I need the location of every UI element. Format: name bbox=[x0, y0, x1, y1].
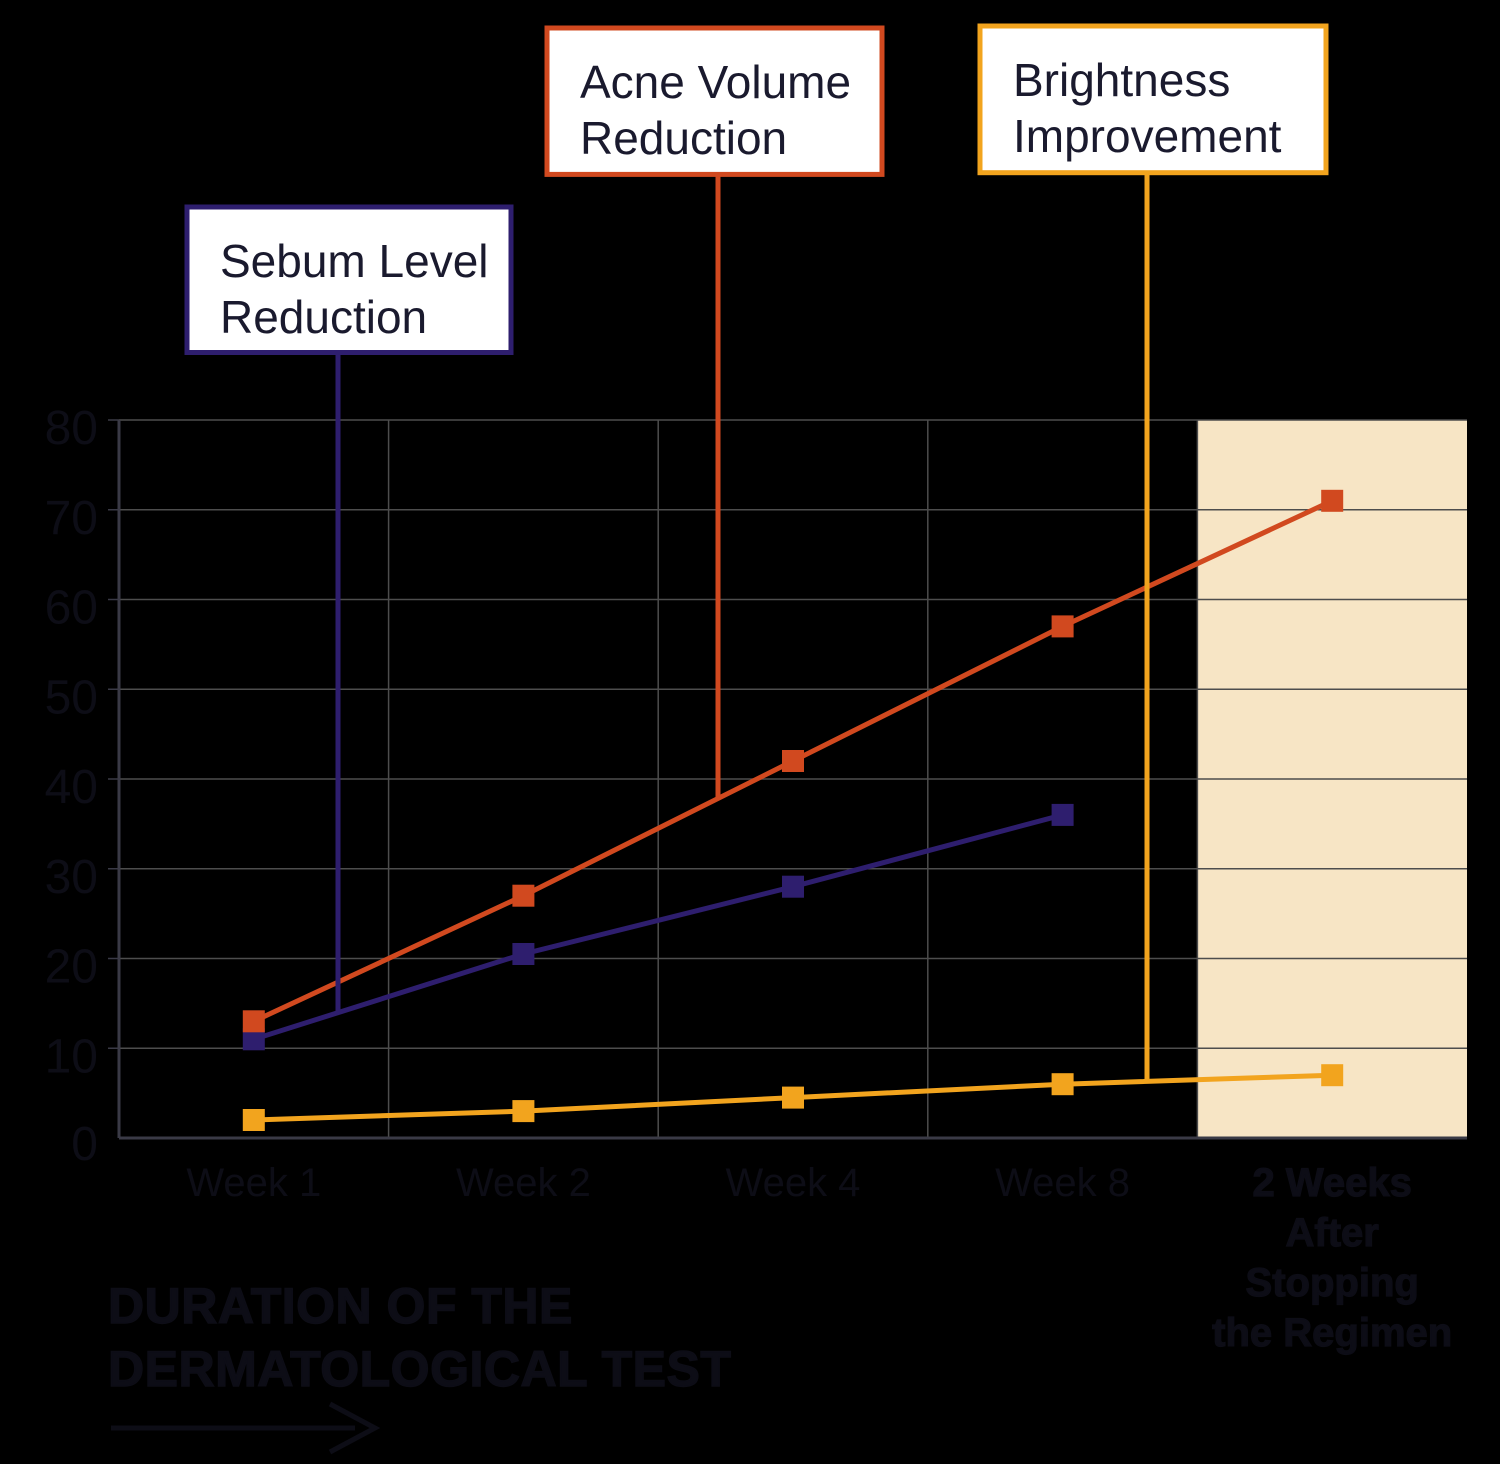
svg-text:Sebum Level: Sebum Level bbox=[220, 235, 489, 287]
svg-text:DURATION OF THE: DURATION OF THE bbox=[108, 1278, 573, 1334]
svg-text:40: 40 bbox=[45, 761, 98, 814]
svg-text:50: 50 bbox=[45, 671, 98, 724]
svg-text:10: 10 bbox=[45, 1030, 98, 1083]
svg-text:Acne Volume: Acne Volume bbox=[580, 56, 851, 108]
svg-text:80: 80 bbox=[45, 402, 98, 455]
svg-text:2 Weeks: 2 Weeks bbox=[1253, 1161, 1412, 1205]
svg-text:Week 4: Week 4 bbox=[726, 1161, 861, 1205]
svg-text:the Regimen: the Regimen bbox=[1212, 1311, 1452, 1355]
svg-text:DERMATOLOGICAL TEST: DERMATOLOGICAL TEST bbox=[108, 1341, 731, 1397]
svg-text:Week 2: Week 2 bbox=[456, 1161, 591, 1205]
svg-text:Stopping: Stopping bbox=[1246, 1261, 1419, 1305]
svg-text:30: 30 bbox=[45, 851, 98, 904]
svg-text:70: 70 bbox=[45, 492, 98, 545]
svg-text:Reduction: Reduction bbox=[580, 112, 787, 164]
svg-text:Week 8: Week 8 bbox=[995, 1161, 1130, 1205]
svg-text:Week 1: Week 1 bbox=[186, 1161, 321, 1205]
svg-text:20: 20 bbox=[45, 941, 98, 994]
svg-text:Reduction: Reduction bbox=[220, 291, 427, 343]
svg-text:Improvement: Improvement bbox=[1013, 110, 1282, 162]
svg-text:0: 0 bbox=[71, 1118, 98, 1171]
svg-text:Brightness: Brightness bbox=[1013, 54, 1230, 106]
svg-text:60: 60 bbox=[45, 582, 98, 635]
svg-text:After: After bbox=[1286, 1211, 1379, 1255]
